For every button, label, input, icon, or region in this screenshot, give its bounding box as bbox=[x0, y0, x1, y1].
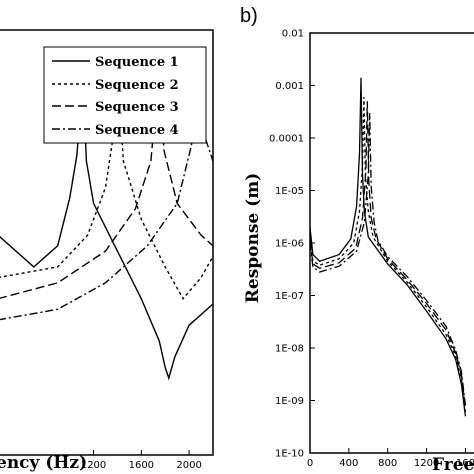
panel-a-series-sequence-2 bbox=[0, 86, 214, 300]
panel-b-label: b) bbox=[240, 5, 258, 27]
panel-b-x-tick-label: 1200 bbox=[414, 458, 439, 469]
panel-b-chart: b) 0.01 0.001 0.0001 1E-05 1E-06 1E-07 1E-08 1E… bbox=[240, 5, 474, 474]
panel-a-x-axis-label: ency (Hz) bbox=[0, 453, 87, 473]
panel-a-x-tick-label: 1200 bbox=[81, 460, 106, 471]
legend-label-sequence-4: Sequence 4 bbox=[95, 123, 179, 138]
panel-b-axes-frame bbox=[309, 32, 474, 454]
legend-box bbox=[43, 46, 207, 144]
panel-b-series-sequence-3 bbox=[309, 101, 467, 409]
panel-b-y-axis-label: Response (m) bbox=[243, 173, 263, 303]
panel-b-y-tick-label: 1E-05 bbox=[275, 186, 304, 197]
panel-b-y-tick-label: 1E-08 bbox=[275, 344, 304, 355]
legend-label-sequence-2: Sequence 2 bbox=[95, 78, 179, 93]
panel-a-x-tick-label: 1600 bbox=[129, 460, 154, 471]
panel-b-y-tick-label: 0.01 bbox=[282, 29, 304, 40]
panel-a-series-sequence-1 bbox=[0, 76, 214, 381]
panel-b-x-axis-label: Free bbox=[432, 455, 474, 474]
panel-b-y-tick-label: 1E-07 bbox=[275, 291, 304, 302]
legend: Sequence 1 Sequence 2 Sequence 3 Sequenc… bbox=[43, 46, 207, 144]
panel-b-series-sequence-4 bbox=[309, 112, 467, 406]
panel-b-x-tick-label: 0 bbox=[307, 458, 313, 469]
panel-a-series-sequence-4 bbox=[0, 76, 214, 321]
panel-b-x-tick-label: 800 bbox=[378, 458, 397, 469]
panel-b-series-sequence-1 bbox=[309, 77, 467, 417]
panel-b-y-tick-label: 0.001 bbox=[275, 81, 304, 92]
panel-b-series-sequence-2 bbox=[309, 97, 467, 413]
legend-label-sequence-3: Sequence 3 bbox=[95, 100, 179, 115]
panel-a-chart: 1200 1600 2000 ency (Hz) Sequence 1 Sequen… bbox=[0, 29, 214, 473]
panel-a-axes-frame bbox=[0, 29, 214, 456]
panel-b-y-tick-label: 0.0001 bbox=[269, 134, 304, 145]
panel-a-x-tick-label: 2000 bbox=[176, 460, 201, 471]
panel-b-x-tick-label: 400 bbox=[339, 458, 358, 469]
legend-label-sequence-1: Sequence 1 bbox=[95, 55, 179, 70]
panel-b-x-tick-label: 160 bbox=[456, 458, 474, 469]
panel-b-y-tick-label: 1E-10 bbox=[275, 449, 304, 460]
panel-b-y-tick-label: 1E-06 bbox=[275, 239, 304, 250]
panel-b-y-tick-label: 1E-09 bbox=[275, 396, 304, 407]
